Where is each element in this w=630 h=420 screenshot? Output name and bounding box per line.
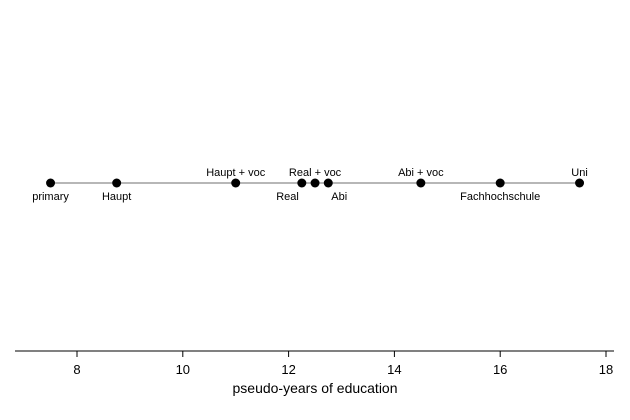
data-point [416, 178, 426, 188]
data-point [231, 178, 241, 188]
point-label: Uni [571, 167, 588, 179]
data-point [46, 178, 56, 188]
data-point [310, 178, 320, 188]
point-label: primary [32, 191, 69, 203]
data-points: primary Haupt Haupt + voc Real Real + voc Abi… [32, 167, 588, 203]
point-label: Haupt [102, 191, 131, 203]
x-axis-ticks: 8 10 12 14 16 18 [73, 351, 613, 377]
point-label: Abi + voc [398, 167, 444, 179]
point-label: Real [276, 191, 299, 203]
x-tick-label: 10 [176, 362, 190, 377]
x-tick-label: 14 [387, 362, 401, 377]
point-label: Abi [331, 191, 347, 203]
x-tick-label: 16 [493, 362, 507, 377]
data-point [575, 178, 585, 188]
data-point [112, 178, 122, 188]
data-point [495, 178, 505, 188]
x-tick-label: 12 [281, 362, 295, 377]
x-tick-label: 18 [599, 362, 613, 377]
data-point [323, 178, 333, 188]
x-tick-label: 8 [73, 362, 80, 377]
point-label: Real + voc [289, 167, 342, 179]
x-axis-title: pseudo-years of education [233, 380, 398, 396]
data-point [297, 178, 307, 188]
point-label: Haupt + voc [206, 167, 266, 179]
point-label: Fachhochschule [460, 191, 540, 203]
